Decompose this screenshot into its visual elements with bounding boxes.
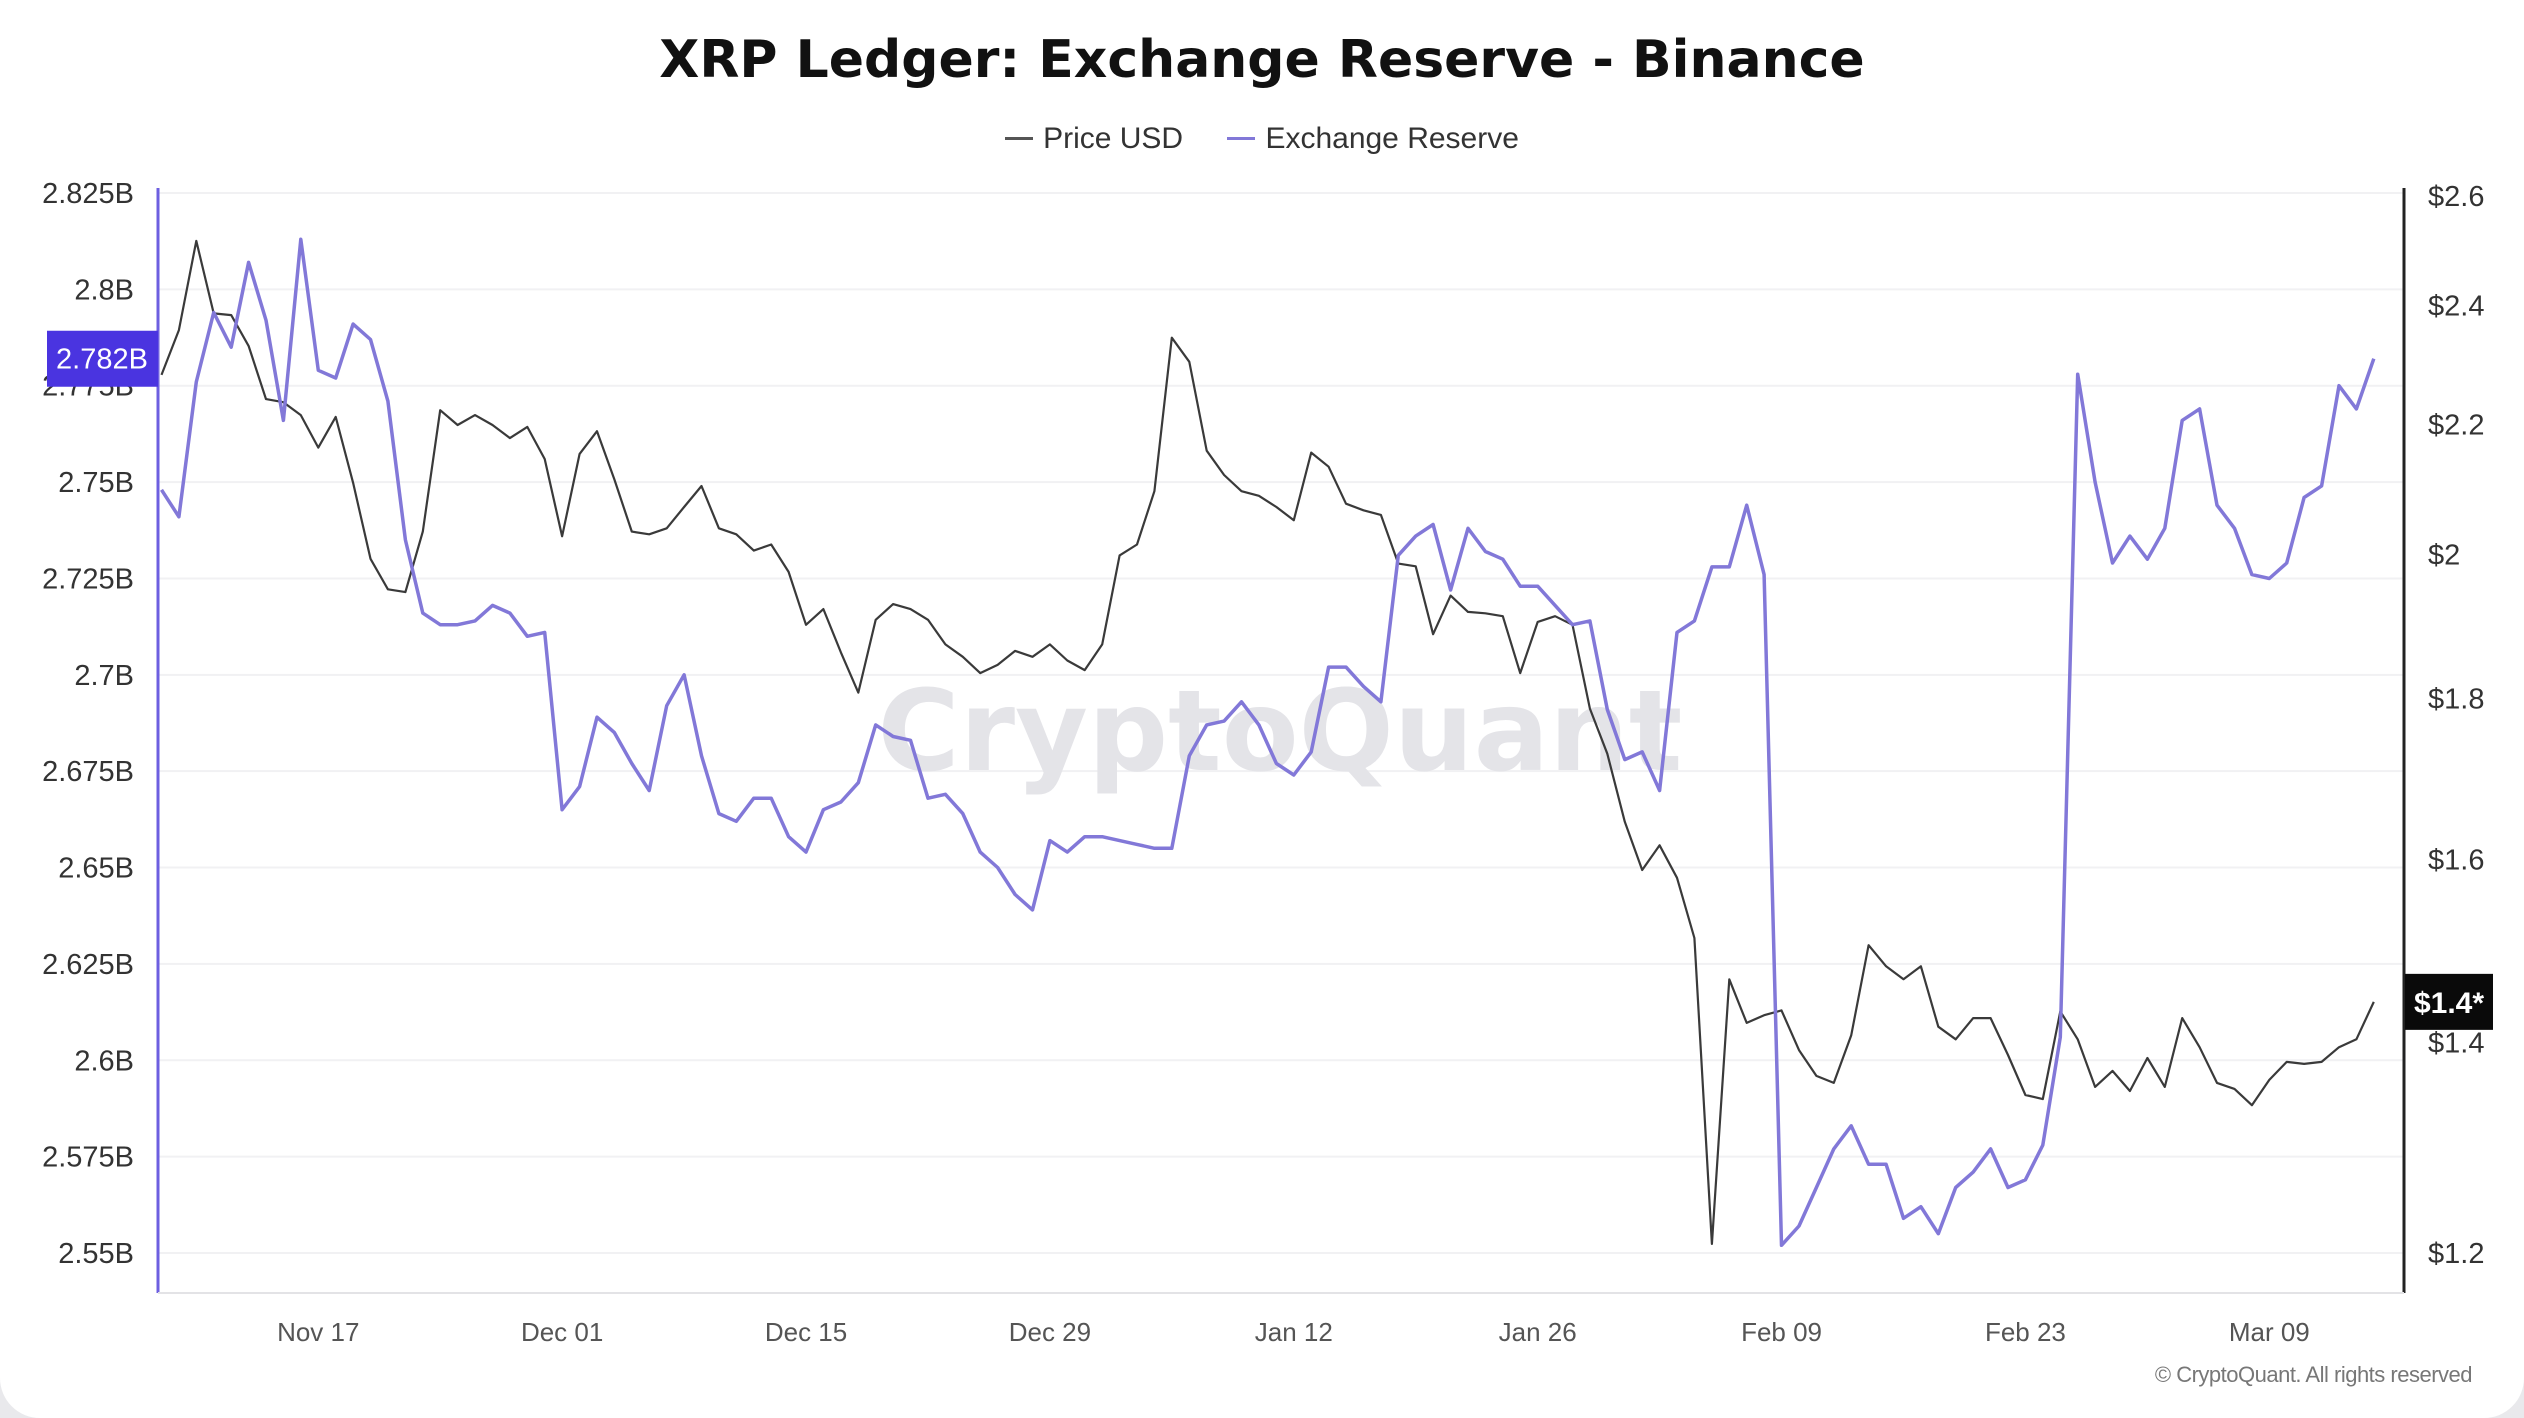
left-tick-label: 2.625B bbox=[42, 949, 134, 981]
left-tick-label: 2.65B bbox=[58, 853, 134, 885]
legend-label-reserve: Exchange Reserve bbox=[1265, 121, 1519, 155]
x-tick-label: Nov 17 bbox=[277, 1317, 359, 1347]
right-tick-label: $2.4 bbox=[2428, 290, 2484, 322]
current-reserve-badge bbox=[47, 330, 158, 387]
chart-title: XRP Ledger: Exchange Reserve - Binance bbox=[659, 30, 1865, 90]
x-tick-label: Feb 09 bbox=[1741, 1317, 1822, 1347]
right-tick-label: $2.6 bbox=[2428, 181, 2484, 213]
legend-swatch-reserve bbox=[1227, 137, 1256, 140]
legend-label-price: Price USD bbox=[1043, 121, 1184, 155]
left-tick-label: 2.575B bbox=[42, 1142, 134, 1174]
x-tick-label: Mar 09 bbox=[2229, 1317, 2310, 1347]
legend-item-price[interactable]: Price USD bbox=[1005, 122, 1183, 156]
copyright-text: © CryptoQuant. All rights reserved bbox=[2154, 1362, 2473, 1387]
left-tick-label: 2.825B bbox=[42, 178, 134, 210]
legend-item-reserve[interactable]: Exchange Reserve bbox=[1227, 121, 1519, 156]
x-tick-label: Dec 29 bbox=[1009, 1317, 1091, 1347]
watermark: CryptoQuant bbox=[878, 667, 1683, 797]
current-price-badge bbox=[2405, 973, 2493, 1030]
x-tick-label: Jan 26 bbox=[1499, 1317, 1577, 1347]
right-tick-label: $2 bbox=[2428, 540, 2460, 572]
exchange-reserve-line[interactable] bbox=[160, 237, 2376, 1248]
right-tick-label: $1.6 bbox=[2428, 845, 2484, 877]
right-tick-label: $1.2 bbox=[2428, 1238, 2484, 1270]
left-tick-label: 2.7B bbox=[74, 660, 134, 692]
x-tick-label: Feb 23 bbox=[1985, 1317, 2066, 1347]
legend: Price USD Exchange Reserve bbox=[0, 114, 2524, 156]
legend-swatch-price bbox=[1005, 137, 1034, 140]
right-tick-label: $2.2 bbox=[2428, 409, 2484, 441]
right-tick-label: $1.8 bbox=[2428, 684, 2484, 716]
right-tick-label: $1.4 bbox=[2428, 1027, 2484, 1059]
x-tick-label: Dec 01 bbox=[521, 1317, 603, 1347]
current-reserve-badge-label: 2.782B bbox=[56, 344, 148, 376]
x-tick-label: Dec 15 bbox=[765, 1317, 847, 1347]
left-tick-label: 2.6B bbox=[74, 1045, 134, 1077]
left-tick-label: 2.75B bbox=[58, 467, 134, 499]
price-usd-line[interactable] bbox=[160, 239, 2375, 1246]
left-tick-label: 2.725B bbox=[42, 563, 134, 595]
current-price-badge-label: $1.4* bbox=[2414, 987, 2484, 1020]
left-tick-label: 2.675B bbox=[42, 756, 134, 788]
x-tick-label: Jan 12 bbox=[1255, 1317, 1333, 1347]
left-tick-label: 2.55B bbox=[58, 1238, 134, 1270]
left-tick-label: 2.8B bbox=[74, 274, 134, 306]
